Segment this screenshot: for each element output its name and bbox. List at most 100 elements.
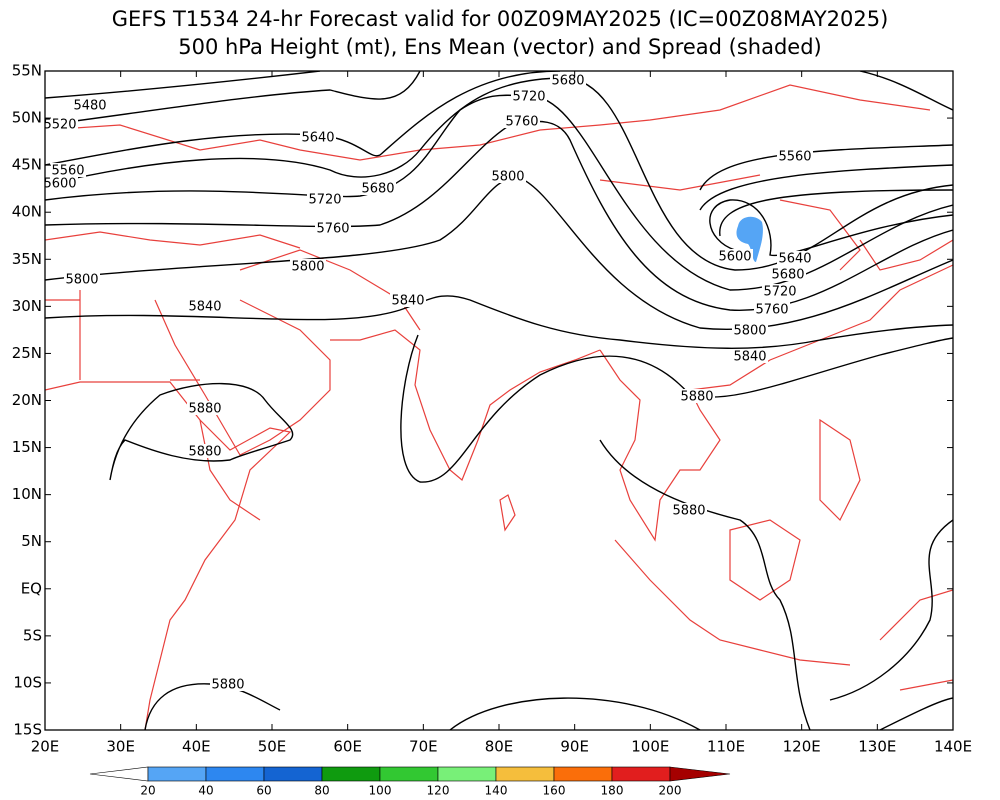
contour-label: 5840 [391, 294, 424, 309]
x-tick-label: 130E [858, 738, 896, 756]
colorbar-segment [611, 766, 671, 782]
y-tick-label: 55N [12, 62, 42, 80]
contour-label-bg [300, 130, 336, 144]
map-layers: 5480552055605600564056805720576058005800… [43, 71, 953, 730]
colorbar-label: 120 [427, 784, 450, 798]
contour-label: 5760 [755, 303, 788, 318]
y-tick-label: 5S [23, 626, 42, 644]
contour-line [45, 295, 953, 349]
contour-label-bg [754, 302, 790, 316]
chart-title: GEFS T1534 24-hr Forecast valid for 00Z0… [112, 7, 889, 31]
contour-label: 5720 [763, 285, 796, 300]
colorbar-segment [495, 766, 555, 782]
y-tick-label: 15N [12, 438, 42, 456]
contour-label-bg [671, 503, 707, 517]
contour-label-bg [679, 389, 715, 403]
y-tick-label: 10S [13, 673, 42, 691]
contour-label: 5840 [733, 350, 766, 365]
coastline [45, 381, 292, 730]
contour-line [109, 382, 294, 481]
chart-subtitle: 500 hPa Height (mt), Ens Mean (vector) a… [178, 35, 822, 59]
coastline [45, 84, 953, 271]
colorbar-segment [553, 766, 613, 782]
contour-label-bg [64, 272, 100, 286]
y-tick-label: 40N [12, 203, 42, 221]
x-tick-label: 100E [631, 738, 669, 756]
contour-label: 5880 [211, 678, 244, 693]
contour-label-bg [717, 249, 753, 263]
coastline [879, 589, 953, 691]
contour-label: 5640 [301, 131, 334, 146]
contour-line [144, 683, 953, 730]
contour-label: 5680 [771, 268, 804, 283]
y-tick-label: 5N [21, 532, 42, 550]
coastline [499, 494, 516, 532]
colorbar-label: 20 [140, 784, 155, 798]
coastline [154, 299, 331, 456]
colorbar-label: 100 [369, 784, 392, 798]
contour-label: 5880 [680, 390, 713, 405]
contour-line [709, 199, 953, 257]
contour-label: 5560 [51, 164, 84, 179]
x-tick-label: 110E [707, 738, 745, 756]
contour-line [45, 71, 321, 99]
y-tick-label: 20N [12, 391, 42, 409]
contour-label-bg [187, 444, 223, 458]
y-tick-label: EQ [21, 579, 42, 597]
coastline [729, 519, 801, 601]
contour-label: 5560 [778, 150, 811, 165]
y-tick-label: 35N [12, 250, 42, 268]
contour-label: 5880 [672, 504, 705, 519]
contour-label-bg [732, 349, 768, 363]
contour-label: 5640 [778, 252, 811, 267]
colorbar-label: 200 [659, 784, 682, 798]
x-tick-label: 40E [182, 738, 211, 756]
colorbar: 20 40 60 80 100 120 140 160 180 200 [89, 766, 731, 798]
contour-line [45, 71, 421, 126]
contour-label: 5680 [551, 74, 584, 89]
colorbar-label: 160 [543, 784, 566, 798]
contour-label-bg [511, 89, 547, 103]
colorbar-label: 60 [256, 784, 271, 798]
contour-label-bg [187, 401, 223, 415]
contour-label: 5480 [73, 99, 106, 114]
contour-line [599, 439, 953, 730]
coastline [819, 418, 861, 522]
coastline [330, 329, 601, 481]
contour-label: 5760 [505, 115, 538, 130]
contour-label-bg [770, 267, 806, 281]
x-tick-label: 30E [106, 738, 135, 756]
contour-label: 5720 [308, 193, 341, 208]
contour-line [400, 334, 953, 483]
contour-label-bg [187, 299, 223, 313]
y-tick-label: 25N [12, 344, 42, 362]
contour-label-bg [390, 293, 426, 307]
contour-label-bg [210, 677, 246, 691]
contour-labels: 5480552055605600564056805720576058005800… [43, 73, 813, 693]
contour-label: 5600 [718, 250, 751, 265]
coastlines [45, 84, 953, 730]
contour-label-bg [777, 251, 813, 265]
contour-label-bg [777, 149, 813, 163]
contour-label: 5520 [43, 118, 76, 133]
contour-label-bg [45, 117, 78, 131]
contour-label-bg [732, 323, 768, 337]
y-tick-label: 30N [12, 297, 42, 315]
contour-label: 5800 [733, 324, 766, 339]
contour-label: 5600 [43, 177, 76, 192]
contour-label-bg [290, 259, 326, 273]
x-tick-label: 80E [485, 738, 514, 756]
contour-label-bg [360, 181, 396, 195]
x-tick-label: 120E [783, 738, 821, 756]
contour-label: 5720 [512, 90, 545, 105]
x-tick-label: 60E [333, 738, 362, 756]
contour-label-bg [504, 114, 540, 128]
colorbar-segment [263, 766, 323, 782]
x-tick-label: 90E [560, 738, 589, 756]
coastline [614, 539, 851, 666]
contour-label-bg [307, 192, 343, 206]
contour-label: 5760 [316, 222, 349, 237]
x-tick-label: 50E [258, 738, 287, 756]
